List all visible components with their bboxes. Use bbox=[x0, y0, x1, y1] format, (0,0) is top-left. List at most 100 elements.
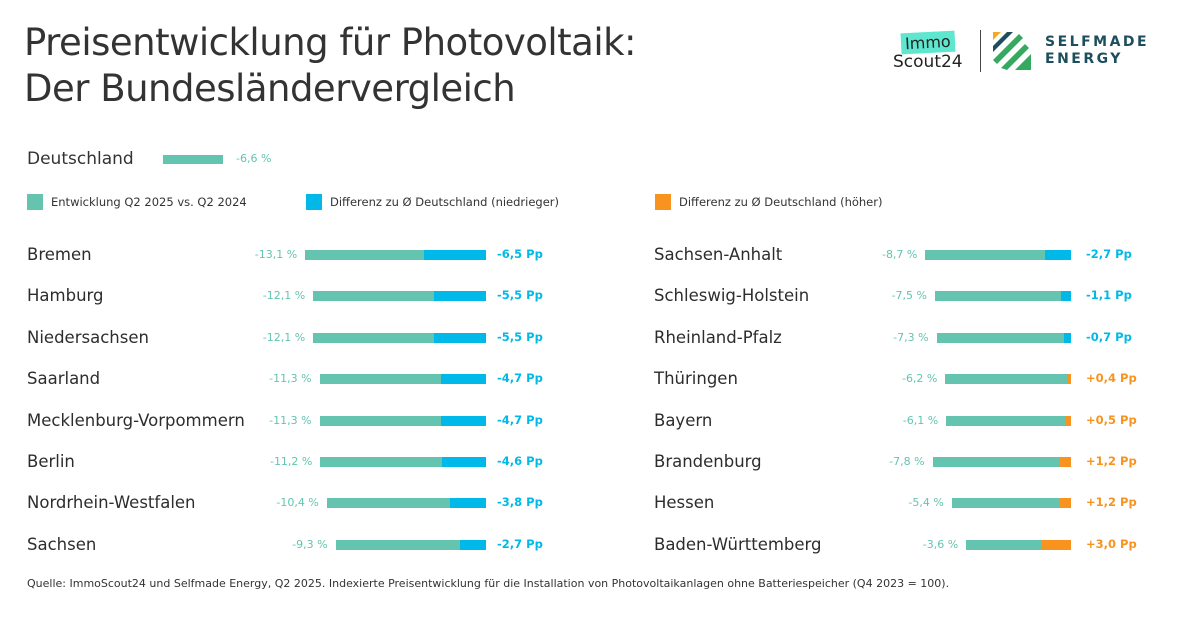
bar-development bbox=[935, 291, 1061, 302]
state-row: Saarland -11,3 % -4,7 Pp bbox=[27, 369, 587, 389]
state-diff-label: -2,7 Pp bbox=[497, 536, 543, 551]
bar-diff-lower bbox=[1060, 291, 1071, 302]
bar-development bbox=[326, 498, 450, 509]
state-name: Saarland bbox=[27, 369, 101, 389]
bar-development bbox=[319, 415, 442, 426]
state-row: Thüringen -6,2 % +0,4 Pp bbox=[654, 369, 1180, 389]
state-value-label: -11,3 % bbox=[269, 413, 312, 427]
state-value-label: -9,3 % bbox=[292, 537, 328, 551]
state-value-label: -10,4 % bbox=[276, 496, 319, 510]
title-line-2: Der Bundesländervergleich bbox=[24, 67, 516, 110]
legend-swatch bbox=[27, 194, 43, 210]
bar-diff-lower bbox=[433, 332, 486, 343]
bar-diff-higher bbox=[1042, 539, 1071, 550]
state-value-label: -7,3 % bbox=[893, 330, 929, 344]
bar-development bbox=[305, 250, 425, 260]
state-bar bbox=[335, 539, 486, 550]
bar-development bbox=[925, 250, 1046, 260]
source-note: Quelle: ImmoScout24 und Selfmade Energy,… bbox=[27, 577, 950, 590]
state-row: Bremen -13,1 % -6,5 Pp bbox=[27, 245, 587, 265]
bar-diff-higher bbox=[1067, 374, 1071, 385]
bar-diff-higher bbox=[1059, 457, 1071, 467]
state-diff-label: -2,7 Pp bbox=[1086, 247, 1132, 261]
bar-development bbox=[936, 332, 1065, 343]
germany-value: -6,6 % bbox=[236, 152, 272, 165]
state-name: Baden-Württemberg bbox=[654, 534, 822, 554]
bar-development bbox=[319, 374, 442, 385]
chart-title: Preisentwicklung für Photovoltaik: Der Bu… bbox=[24, 20, 637, 112]
state-row: Baden-Württemberg -3,6 % +3,0 Pp bbox=[654, 535, 1180, 555]
selfmade-energy-logo-icon bbox=[993, 32, 1031, 70]
bar-development bbox=[335, 539, 461, 550]
state-bar bbox=[966, 539, 1071, 550]
state-diff-label: -1,1 Pp bbox=[1086, 288, 1132, 303]
bar-development bbox=[966, 539, 1043, 550]
state-bar bbox=[951, 498, 1071, 509]
state-value-label: -12,1 % bbox=[262, 289, 306, 303]
legend-item-development: Entwicklung Q2 2025 vs. Q2 2024 bbox=[27, 194, 247, 210]
state-name: Niedersachsen bbox=[27, 327, 149, 347]
bar-development bbox=[945, 374, 1068, 385]
state-row: Niedersachsen -12,1 % -5,5 Pp bbox=[27, 328, 587, 348]
state-name: Bayern bbox=[654, 410, 713, 430]
immoscout-logo-bottom: Scout24 bbox=[893, 52, 963, 72]
state-row: Hessen -5,4 % +1,2 Pp bbox=[654, 493, 1180, 513]
state-value-label: -11,2 % bbox=[269, 455, 313, 468]
state-diff-label: -0,7 Pp bbox=[1086, 329, 1132, 344]
state-bar bbox=[319, 374, 486, 385]
logos: Immo Scout24 SELFMADE ENERGY bbox=[893, 28, 1153, 76]
state-row: Hamburg -12,1 % -5,5 Pp bbox=[27, 286, 587, 306]
state-name: Sachsen bbox=[27, 534, 97, 554]
state-row: Sachsen-Anhalt -8,7 % -2,7 Pp bbox=[654, 245, 1180, 265]
immoscout-logo-top: Immo bbox=[900, 30, 956, 55]
bar-diff-higher bbox=[1059, 498, 1071, 509]
state-bar bbox=[313, 291, 486, 302]
state-value-label: -3,6 % bbox=[922, 537, 959, 551]
bar-diff-lower bbox=[433, 291, 486, 302]
state-value-label: -6,1 % bbox=[902, 413, 939, 427]
state-name: Thüringen bbox=[654, 369, 738, 389]
bar-diff-lower bbox=[441, 374, 486, 385]
state-bar bbox=[935, 291, 1071, 302]
state-value-label: -7,5 % bbox=[891, 289, 927, 303]
state-diff-label: +0,5 Pp bbox=[1086, 412, 1137, 427]
bar-diff-lower bbox=[442, 457, 486, 467]
state-value-label: -6,2 % bbox=[901, 372, 938, 386]
state-name: Berlin bbox=[27, 452, 75, 471]
state-diff-label: +0,4 Pp bbox=[1086, 371, 1137, 386]
state-diff-label: +1,2 Pp bbox=[1086, 454, 1137, 468]
germany-bar bbox=[163, 155, 223, 164]
state-name: Schleswig-Holstein bbox=[654, 286, 810, 306]
state-bar bbox=[305, 250, 486, 260]
state-bar bbox=[320, 457, 486, 467]
bar-diff-lower bbox=[460, 539, 486, 550]
state-value-label: -8,7 % bbox=[881, 248, 918, 261]
bar-diff-lower bbox=[441, 415, 486, 426]
state-row: Bayern -6,1 % +0,5 Pp bbox=[654, 411, 1180, 431]
bar-diff-lower bbox=[1064, 332, 1071, 343]
logo-divider bbox=[980, 30, 981, 72]
state-name: Hamburg bbox=[27, 286, 104, 306]
state-diff-label: -3,8 Pp bbox=[497, 495, 543, 510]
state-row: Sachsen -9,3 % -2,7 Pp bbox=[27, 535, 587, 555]
state-diff-label: -5,5 Pp bbox=[497, 288, 543, 303]
bar-development bbox=[313, 291, 434, 302]
state-bar bbox=[326, 498, 486, 509]
state-diff-label: -4,7 Pp bbox=[497, 371, 543, 386]
state-row: Berlin -11,2 % -4,6 Pp bbox=[27, 452, 587, 472]
selfmade-energy-logo-text: SELFMADE ENERGY bbox=[1045, 34, 1150, 67]
state-diff-label: -6,5 Pp bbox=[497, 247, 543, 261]
state-diff-label: -4,7 Pp bbox=[497, 412, 543, 427]
state-diff-label: -4,6 Pp bbox=[497, 454, 543, 468]
state-row: Nordrhein-Westfalen -10,4 % -3,8 Pp bbox=[27, 493, 587, 513]
state-bar bbox=[946, 415, 1071, 426]
state-name: Mecklenburg-Vorpommern bbox=[27, 410, 245, 430]
state-value-label: -12,1 % bbox=[262, 330, 306, 344]
state-diff-label: +3,0 Pp bbox=[1086, 536, 1137, 551]
germany-label: Deutschland bbox=[27, 149, 134, 169]
title-line-1: Preisentwicklung für Photovoltaik: bbox=[24, 21, 637, 64]
bar-diff-higher bbox=[1066, 415, 1071, 426]
state-diff-label: +1,2 Pp bbox=[1086, 495, 1137, 510]
bar-development bbox=[932, 457, 1060, 467]
bar-development bbox=[313, 332, 434, 343]
